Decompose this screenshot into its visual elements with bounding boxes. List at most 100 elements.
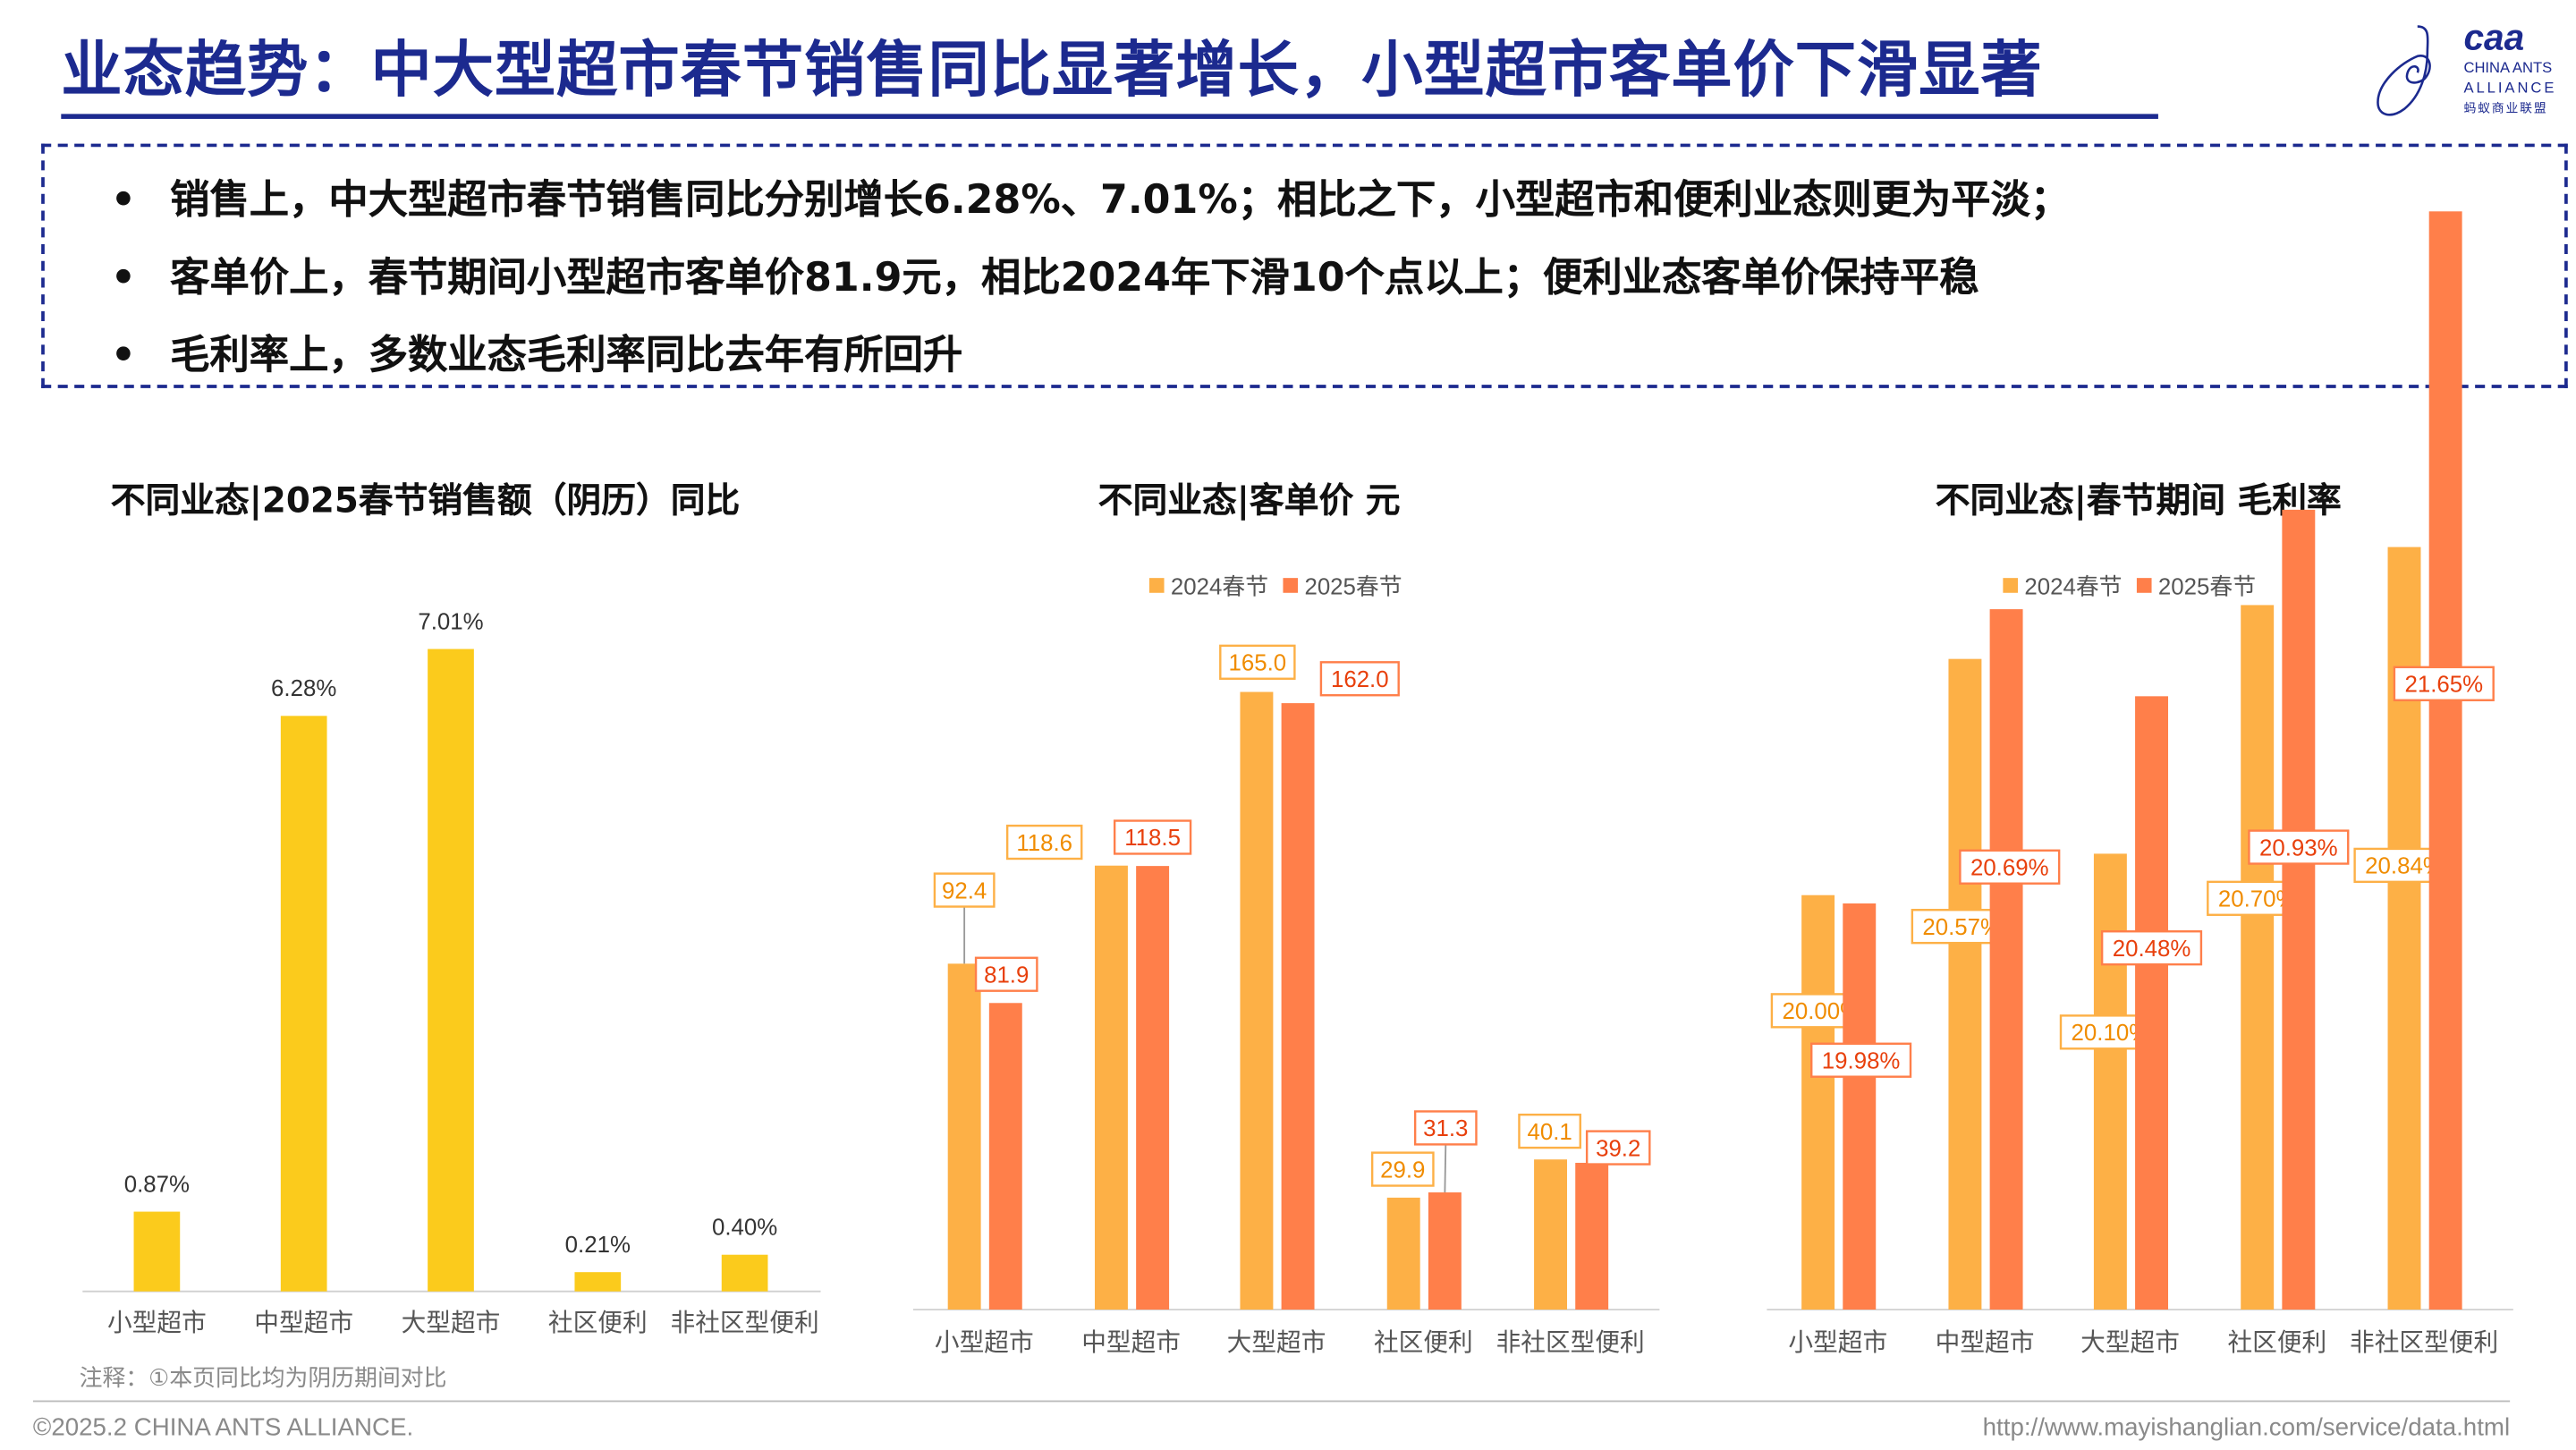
data-label: 6.28% xyxy=(271,676,336,701)
caa-logo: caa CHINA ANTS ALLIANCE 蚂蚁商业联盟 xyxy=(2377,16,2554,116)
bar xyxy=(1843,903,1877,1310)
source-url[interactable]: http://www.mayishanglian.com/service/dat… xyxy=(1982,1413,2511,1442)
legend-label: 2024春节 xyxy=(1171,574,1268,600)
bar xyxy=(721,1254,768,1292)
data-label: 40.1 xyxy=(1527,1120,1572,1145)
data-label: 29.9 xyxy=(1380,1157,1425,1183)
data-label: 165.0 xyxy=(1229,651,1287,676)
ant-swirl-icon xyxy=(2377,25,2431,116)
legend-label: 2025春节 xyxy=(2158,574,2256,600)
legend-label: 2025春节 xyxy=(1304,574,1402,600)
bar xyxy=(2093,853,2127,1310)
bullet-icon: • xyxy=(110,332,137,378)
data-label-box xyxy=(2100,930,2203,966)
legend-swatch xyxy=(1148,578,1165,593)
bar xyxy=(988,1003,1022,1310)
bar xyxy=(1428,1192,1462,1310)
data-label-box xyxy=(1113,819,1192,855)
chart-title-gross-margin: 不同业态|春节期间 毛利率 xyxy=(1935,480,2342,521)
x-tick-label: 小型超市 xyxy=(1788,1328,1887,1356)
data-label: 19.98% xyxy=(1822,1048,1901,1073)
bar xyxy=(1386,1197,1420,1310)
footnote: 注释：①本页同比均为阴历期间对比 xyxy=(79,1365,447,1393)
x-tick-label: 大型超市 xyxy=(2080,1328,2180,1356)
data-label: 81.9 xyxy=(984,962,1029,988)
bar xyxy=(574,1272,622,1292)
data-label-box xyxy=(1005,824,1083,861)
bar xyxy=(280,716,327,1292)
data-label-box xyxy=(1370,1151,1435,1187)
bar xyxy=(947,963,981,1310)
x-tick-label: 社区便利 xyxy=(548,1309,648,1336)
data-label-box xyxy=(933,872,996,908)
data-label-box xyxy=(2393,666,2495,701)
x-tick-label: 中型超市 xyxy=(1081,1328,1181,1356)
x-tick-label: 社区便利 xyxy=(1374,1328,1473,1356)
data-label: 92.4 xyxy=(942,878,987,903)
x-tick-label: 非社区型便利 xyxy=(671,1309,819,1336)
x-tick-label: 中型超市 xyxy=(254,1309,353,1336)
x-tick-label: 小型超市 xyxy=(107,1309,207,1336)
summary-text: 毛利率上，多数业态毛利率同比去年有所回升 xyxy=(170,332,963,378)
bar xyxy=(1240,691,1274,1310)
data-label-box xyxy=(974,956,1038,992)
legend-swatch xyxy=(1283,578,1299,593)
bar xyxy=(2387,547,2421,1310)
data-label-box xyxy=(1959,849,2061,885)
logo-line3: 蚂蚁商业联盟 xyxy=(2463,101,2547,115)
x-tick-label: 中型超市 xyxy=(1936,1328,2035,1356)
summary-text: 客单价上，春节期间小型超市客单价81.9元，相比2024年下滑10个点以上；便利… xyxy=(170,254,1979,301)
data-label-box xyxy=(1319,661,1400,697)
data-label: 0.21% xyxy=(565,1233,631,1258)
bar xyxy=(1534,1159,1567,1310)
data-label: 0.40% xyxy=(712,1216,777,1241)
data-label: 118.5 xyxy=(1124,826,1181,851)
logo-line1: CHINA ANTS xyxy=(2463,59,2552,76)
bar xyxy=(428,649,474,1292)
bullet-icon: • xyxy=(110,176,137,224)
chart-title-basket-price: 不同业态|客单价 元 xyxy=(1097,480,1401,521)
x-tick-label: 大型超市 xyxy=(1227,1328,1326,1356)
data-label-box xyxy=(1518,1113,1581,1149)
bar xyxy=(1575,1162,1609,1310)
summary-item: • 毛利率上，多数业态毛利率同比去年有所回升 xyxy=(111,322,963,380)
bar xyxy=(1281,703,1315,1310)
x-tick-label: 非社区型便利 xyxy=(2350,1328,2498,1356)
bar xyxy=(1136,866,1170,1310)
bar xyxy=(1801,895,1835,1310)
x-tick-label: 非社区型便利 xyxy=(1496,1328,1645,1356)
bar xyxy=(2282,509,2316,1310)
copyright: ©2025.2 CHINA ANTS ALLIANCE. xyxy=(32,1413,414,1442)
bar xyxy=(1948,658,1982,1310)
data-label: 31.3 xyxy=(1423,1116,1468,1141)
data-label-box xyxy=(1413,1110,1478,1146)
data-label: 21.65% xyxy=(2404,673,2483,698)
legend-swatch xyxy=(2003,578,2018,593)
bullet-icon: • xyxy=(110,254,137,301)
data-label: 39.2 xyxy=(1596,1136,1640,1161)
legend-label: 2024春节 xyxy=(2024,574,2122,600)
summary-box: • 销售上，中大型超市春节销售同比分别增长6.28%、7.01%；相比之下，小型超… xyxy=(41,143,2568,388)
chart-title-sales-yoy: 不同业态|2025春节销售额（阴历）同比 xyxy=(110,480,741,521)
bar xyxy=(133,1211,181,1292)
x-tick-label: 小型超市 xyxy=(935,1328,1034,1356)
summary-item: • 客单价上，春节期间小型超市客单价81.9元，相比2024年下滑10个点以上；便… xyxy=(111,244,1979,302)
footer-divider xyxy=(32,1400,2511,1403)
summary-text: 销售上，中大型超市春节销售同比分别增长6.28%、7.01%；相比之下，小型超市… xyxy=(170,176,2071,224)
x-tick-label: 社区便利 xyxy=(2227,1328,2326,1356)
data-label-box xyxy=(2248,829,2350,865)
legend-swatch xyxy=(2136,578,2152,593)
data-label-box xyxy=(1219,644,1296,680)
data-label: 20.93% xyxy=(2259,835,2338,861)
data-label: 162.0 xyxy=(1331,667,1389,692)
data-label: 0.87% xyxy=(124,1172,190,1197)
data-label-box xyxy=(1810,1042,1912,1078)
bar xyxy=(2428,211,2462,1310)
bar xyxy=(1989,609,2023,1310)
bar xyxy=(2241,605,2275,1310)
page-title: 业态趋势：中大型超市春节销售同比显著增长，小型超市客单价下滑显著 xyxy=(61,34,2043,106)
data-label-box xyxy=(1585,1130,1651,1166)
data-label: 20.48% xyxy=(2113,937,2191,962)
